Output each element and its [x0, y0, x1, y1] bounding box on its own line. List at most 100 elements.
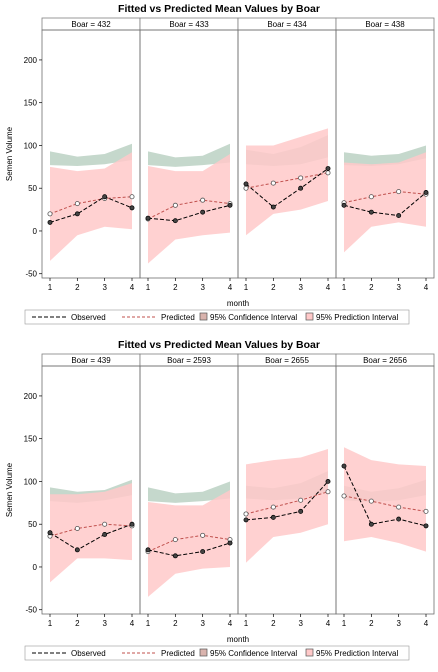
x-axis-label: month [227, 299, 249, 308]
predicted-point [47, 211, 53, 217]
observed-point [368, 521, 374, 527]
x-tick-label: 1 [146, 283, 151, 292]
observed-point [47, 219, 53, 225]
observed-point [129, 205, 135, 211]
observed-point [145, 215, 151, 221]
legend-prediction-swatch [305, 312, 314, 321]
predicted-point [172, 202, 178, 208]
predicted-line [49, 523, 133, 537]
observed-line [343, 465, 427, 527]
observed-point [298, 185, 304, 191]
legend-predicted: Predicted [161, 313, 195, 322]
legend-prediction: 95% Prediction Interval [316, 313, 398, 322]
predicted-point [396, 189, 402, 195]
legend: Observed Predicted 95% Confidence Interval… [24, 645, 410, 661]
panel-label: Boar = 432 [71, 20, 111, 29]
observed-point [74, 547, 80, 553]
predicted-point [270, 180, 276, 186]
legend-confidence-swatch [199, 312, 208, 321]
observed-point [270, 204, 276, 210]
x-tick-label: 2 [369, 619, 374, 628]
panel-2: Boar = 433 1 2 3 4 [139, 17, 239, 292]
observed-point [145, 547, 151, 553]
y-tick-label: -50 [25, 606, 37, 615]
panel-4: Boar = 2656 1 2 3 4 [335, 353, 435, 628]
x-tick-label: 2 [75, 619, 80, 628]
observed-point [270, 514, 276, 520]
observed-line [343, 192, 427, 217]
x-tick-label: 2 [173, 619, 178, 628]
x-tick-label: 4 [228, 619, 233, 628]
x-tick-label: 1 [146, 619, 151, 628]
panel-frame [335, 365, 435, 615]
legend-confidence-swatch [199, 648, 208, 657]
predicted-line [343, 495, 427, 512]
observed-point [129, 521, 135, 527]
y-tick-label: -50 [25, 270, 37, 279]
x-tick-label: 4 [130, 283, 135, 292]
panel-frame [335, 29, 435, 279]
x-tick-label: 2 [271, 619, 276, 628]
observed-point [325, 166, 331, 171]
observed-point [396, 213, 402, 219]
panel-2: Boar = 2593 1 2 3 4 [139, 353, 239, 628]
x-tick-label: 2 [271, 283, 276, 292]
observed-point [102, 194, 108, 200]
observed-point [102, 532, 108, 537]
predicted-line [147, 199, 231, 220]
predicted-point [243, 185, 249, 191]
observed-point [227, 540, 233, 546]
x-tick-label: 1 [342, 283, 347, 292]
predicted-point [200, 532, 206, 538]
observed-point [172, 553, 178, 559]
observed-point [341, 463, 347, 469]
x-tick-label: 2 [75, 283, 80, 292]
observed-line [49, 523, 133, 551]
predicted-point [368, 194, 374, 200]
observed-line [245, 168, 329, 208]
panel-label: Boar = 433 [169, 20, 209, 29]
confidence-band [148, 143, 230, 167]
observed-point [172, 218, 178, 224]
legend-confidence: 95% Confidence Interval [210, 313, 297, 322]
y-tick-label: 200 [24, 392, 38, 401]
prediction-band [50, 483, 132, 583]
y-tick-label: 50 [28, 184, 37, 193]
observed-line [147, 542, 231, 557]
y-tick-label: 0 [33, 563, 38, 572]
y-tick-label: 100 [24, 477, 38, 486]
observed-point [341, 202, 347, 208]
observed-point [325, 478, 331, 484]
observed-line [245, 481, 329, 521]
prediction-band [50, 152, 132, 261]
x-tick-label: 3 [102, 619, 107, 628]
observed-point [227, 202, 233, 208]
chart-bottom: Fitted vs Predicted Mean Values by Boar B… [5, 339, 435, 661]
y-tick-label: 100 [24, 141, 38, 150]
panel-1: Boar = 432 1 2 3 4 [41, 17, 141, 292]
y-axis-label: Semen Volume [5, 126, 14, 181]
predicted-point [423, 508, 429, 514]
x-tick-label: 4 [228, 283, 233, 292]
x-tick-label: 4 [424, 283, 429, 292]
panel-1: Boar = 439 1 2 3 4 [41, 353, 141, 628]
x-tick-label: 1 [48, 283, 53, 292]
observed-point [200, 209, 206, 215]
x-tick-label: 3 [298, 283, 303, 292]
x-tick-label: 4 [326, 283, 331, 292]
y-tick-label: 150 [24, 99, 38, 108]
predicted-line [49, 196, 133, 215]
x-tick-label: 4 [424, 619, 429, 628]
prediction-band [246, 128, 328, 236]
predicted-line [343, 191, 427, 204]
x-tick-label: 2 [173, 283, 178, 292]
x-tick-label: 1 [48, 619, 53, 628]
predicted-point [298, 497, 304, 503]
chart-top: Fitted vs Predicted Mean Values by Boar B… [5, 3, 435, 325]
observed-point [423, 190, 429, 195]
x-axis-label: month [227, 635, 249, 644]
predicted-point [270, 504, 276, 510]
observed-point [47, 530, 53, 536]
y-tick-label: 150 [24, 435, 38, 444]
